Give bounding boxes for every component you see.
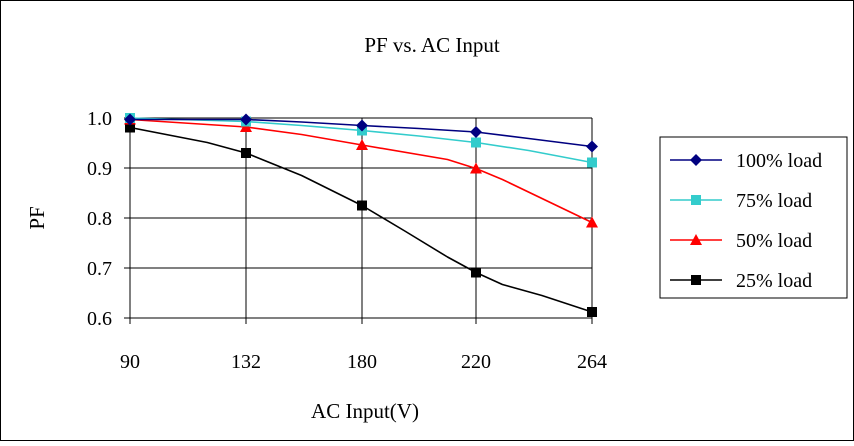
data-point-marker <box>586 216 598 228</box>
data-point-marker <box>240 113 252 126</box>
series-group <box>124 113 598 153</box>
series-group <box>125 122 597 317</box>
data-point-marker <box>356 139 368 150</box>
legend-label: 100% load <box>736 150 822 172</box>
legend: 100% load 75% load 50% load 25% load <box>659 136 848 299</box>
data-point-marker <box>124 113 136 126</box>
data-point-marker <box>125 122 135 133</box>
x-tick-label: 132 <box>231 351 261 373</box>
y-tick-label: 0.7 <box>87 258 112 280</box>
legend-label: 75% load <box>736 190 812 212</box>
data-point-marker <box>470 162 482 174</box>
legend-marker <box>690 234 702 245</box>
data-point-marker <box>587 157 597 168</box>
x-tick-labels: 90 132 180 220 264 <box>120 351 607 373</box>
data-point-marker <box>241 148 251 158</box>
legend-items: 100% load 75% load 50% load 25% load <box>670 150 822 292</box>
legend-marker <box>691 195 701 205</box>
x-tick-label: 220 <box>461 351 491 373</box>
chart-title: PF vs. AC Input <box>364 33 500 57</box>
y-tick-label: 1.0 <box>87 108 112 130</box>
series-line <box>130 118 593 148</box>
y-tick-labels: 1.0 0.9 0.8 0.7 0.6 <box>87 108 112 330</box>
data-point-marker <box>357 200 367 211</box>
legend-label: 50% load <box>736 230 812 252</box>
y-axis-title: PF <box>25 206 49 229</box>
y-tick-label: 0.8 <box>87 208 112 230</box>
series-line <box>129 118 593 224</box>
legend-box <box>659 136 848 299</box>
series-line <box>129 117 593 164</box>
data-point-marker <box>586 140 598 153</box>
data-point-marker <box>356 119 368 132</box>
data-point-marker <box>471 137 481 148</box>
legend-marker <box>690 154 702 166</box>
legend-label: 25% load <box>736 270 812 292</box>
y-tick-label: 0.6 <box>87 308 112 330</box>
data-point-marker <box>587 307 597 317</box>
x-tick-label: 90 <box>120 351 140 373</box>
y-tick-label: 0.9 <box>87 158 112 180</box>
x-tick-label: 264 <box>577 351 607 373</box>
data-point-marker <box>471 267 481 278</box>
series-line <box>129 126 593 313</box>
x-axis-title: AC Input(V) <box>311 399 419 423</box>
x-tick-label: 180 <box>347 351 377 373</box>
series-layer <box>124 113 598 317</box>
data-point-marker <box>470 126 482 138</box>
legend-marker <box>691 275 701 285</box>
